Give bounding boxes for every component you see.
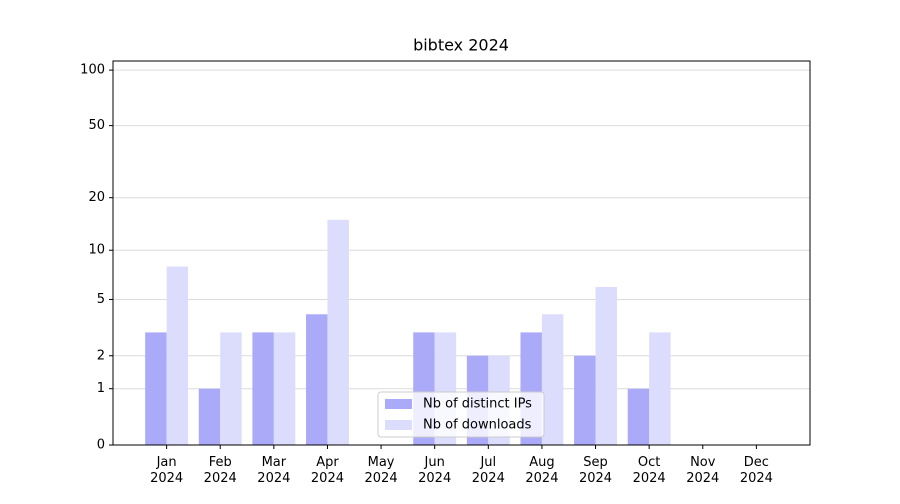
- legend-label: Nb of downloads: [423, 418, 532, 433]
- bar: [627, 388, 650, 445]
- bar: [327, 219, 349, 445]
- bar: [252, 332, 274, 445]
- x-tick-label: Mar 2024: [257, 455, 290, 486]
- y-tick-label: 0: [97, 438, 105, 453]
- x-tick-label: Oct 2024: [633, 455, 666, 486]
- bar: [649, 332, 671, 445]
- y-tick-label: 50: [88, 118, 105, 133]
- x-tick-label: Jun 2024: [418, 455, 451, 486]
- y-tick-label: 5: [97, 292, 105, 307]
- y-tick-label: 2: [97, 348, 105, 363]
- x-tick-label: Jan 2024: [150, 455, 183, 486]
- bar: [541, 314, 564, 445]
- x-tick-label: Sep 2024: [579, 455, 612, 486]
- plot-frame: [112, 60, 811, 446]
- y-tick-label: 1: [97, 381, 105, 396]
- x-tick-label: Feb 2024: [204, 455, 237, 486]
- bar: [198, 388, 221, 445]
- bar: [574, 355, 596, 445]
- x-tick-label: Jul 2024: [472, 455, 505, 486]
- x-tick-label: Dec 2024: [740, 455, 773, 486]
- bar: [166, 266, 189, 445]
- bar: [145, 332, 167, 445]
- x-tick-label: Apr 2024: [311, 455, 344, 486]
- bar: [595, 286, 617, 445]
- bar: [273, 332, 296, 445]
- legend-swatch: [385, 420, 412, 430]
- bar: [306, 314, 328, 445]
- x-tick-label: Nov 2024: [686, 455, 719, 486]
- x-tick-label: May 2024: [365, 455, 398, 486]
- legend-box: [377, 391, 545, 438]
- y-tick-label: 100: [80, 63, 105, 78]
- y-tick-label: 20: [88, 190, 105, 205]
- chart-title: bibtex 2024: [413, 36, 509, 55]
- legend-label: Nb of distinct IPs: [423, 397, 532, 412]
- bar: [220, 332, 242, 445]
- x-tick-label: Aug 2024: [525, 455, 558, 486]
- y-tick-label: 10: [88, 243, 105, 258]
- legend-swatch: [385, 399, 412, 409]
